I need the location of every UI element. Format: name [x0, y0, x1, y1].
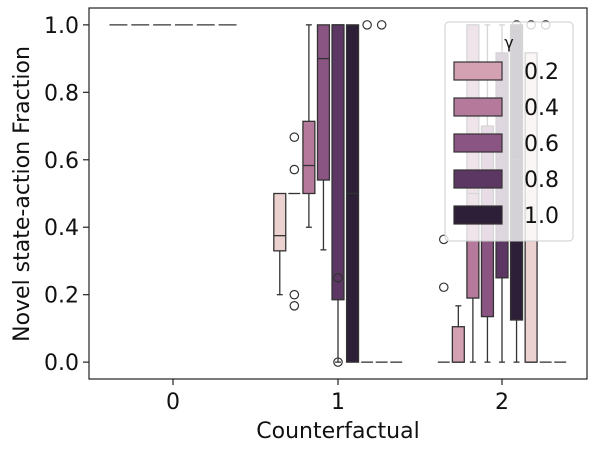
- box: [288, 132, 301, 311]
- x-tick-label: 2: [495, 390, 509, 415]
- legend-entries: 0.2 0.4 0.6 0.8 1.0: [453, 60, 559, 229]
- box: [316, 24, 331, 251]
- y-tick-label: 0.2: [44, 284, 79, 309]
- box-body: [302, 120, 316, 195]
- outlier-point: [333, 273, 343, 283]
- y-tick-label: 0.8: [44, 81, 79, 106]
- box-body: [331, 24, 345, 301]
- box-body: [316, 24, 331, 181]
- legend-swatch: [453, 97, 503, 117]
- box: [273, 192, 287, 296]
- legend-label: 0.6: [524, 132, 559, 157]
- legend-label: 0.4: [524, 96, 559, 121]
- box: [331, 24, 345, 367]
- legend-swatch: [453, 133, 503, 153]
- box: [375, 20, 388, 363]
- y-axis-ticks: 0.0 0.2 0.4 0.6 0.8 1.0: [44, 14, 89, 376]
- box: [451, 305, 465, 363]
- outlier-point: [289, 301, 300, 311]
- y-axis-label: Novel state-action Fraction: [10, 46, 35, 342]
- legend-swatch: [453, 61, 503, 81]
- y-tick-label: 1.0: [44, 14, 79, 39]
- legend-swatch: [453, 205, 503, 225]
- x-axis-label: Counterfactual: [256, 419, 419, 444]
- legend-label: 0.2: [524, 60, 559, 85]
- x-axis-ticks: 0 1 2: [166, 379, 509, 415]
- y-tick-label: 0.0: [44, 351, 79, 376]
- y-tick-label: 0.4: [44, 216, 79, 241]
- outlier-point: [289, 132, 300, 142]
- outlier-point: [438, 282, 449, 293]
- box-body: [273, 192, 287, 252]
- legend-label: 0.8: [524, 168, 559, 193]
- legend-label: 1.0: [524, 204, 559, 229]
- outlier-point: [376, 20, 387, 30]
- box-group-1: [273, 20, 403, 367]
- box-body: [451, 326, 465, 363]
- box: [361, 20, 374, 363]
- box: [302, 24, 316, 228]
- outlier-point: [289, 289, 300, 300]
- y-tick-label: 0.6: [44, 149, 79, 174]
- outlier-point: [362, 20, 372, 30]
- legend: γ 0.2 0.4 0.6 0.8 1.0: [444, 21, 574, 242]
- x-tick-label: 1: [331, 390, 345, 415]
- outlier-point: [289, 164, 300, 175]
- outlier-point: [333, 357, 343, 367]
- x-tick-label: 0: [166, 390, 180, 415]
- legend-swatch: [453, 169, 503, 189]
- box: [345, 24, 360, 363]
- legend-title: γ: [504, 33, 513, 52]
